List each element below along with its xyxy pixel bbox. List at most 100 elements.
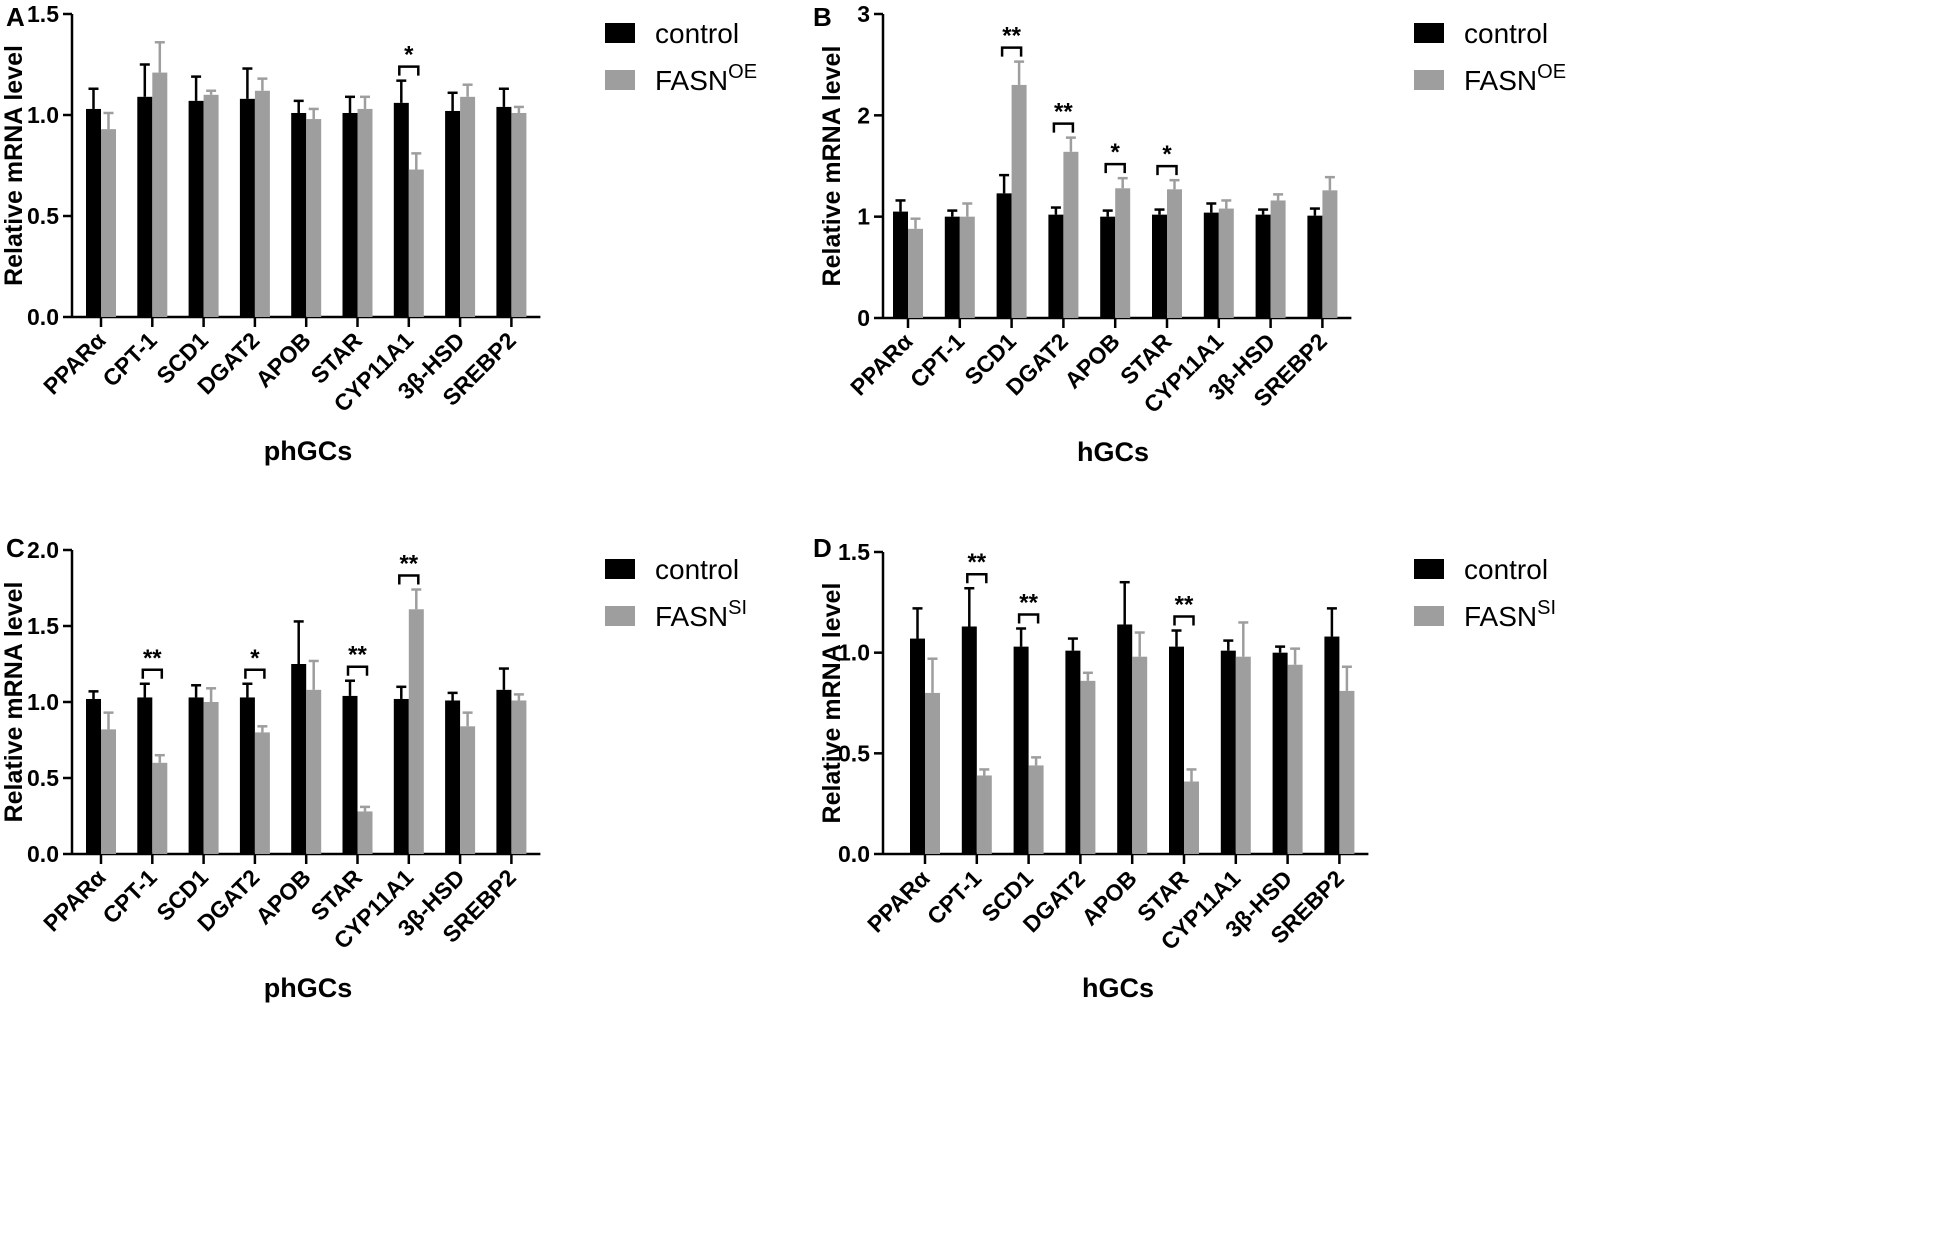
bar-control bbox=[188, 697, 204, 854]
x-tick-label: PPARα bbox=[862, 865, 934, 937]
chart-panel-c: C0.00.51.01.52.0PPARαCPT-1SCD1DGAT2APOBS… bbox=[0, 533, 747, 1003]
bar-treated bbox=[1011, 84, 1027, 318]
legend-label-text: FASN bbox=[1464, 65, 1537, 96]
legend-swatch-control bbox=[1414, 23, 1444, 43]
bar-control bbox=[1100, 216, 1116, 318]
significance-bracket bbox=[1173, 615, 1195, 626]
bar-treated bbox=[511, 700, 527, 854]
legend-label-text: FASN bbox=[655, 601, 728, 632]
legend-label-text: FASN bbox=[655, 65, 728, 96]
legend-swatch-control bbox=[605, 559, 635, 579]
significance-bracket bbox=[141, 668, 164, 679]
legend-label: control bbox=[1464, 18, 1548, 49]
bar-treated bbox=[1235, 656, 1251, 854]
significance-label: ** bbox=[348, 642, 367, 669]
bar-control bbox=[342, 695, 358, 854]
chart-panel-a: A0.00.51.01.5PPARαCPT-1SCD1DGAT2APOBSTAR… bbox=[0, 1, 757, 466]
significance-bracket bbox=[346, 665, 369, 676]
bar-control bbox=[239, 697, 255, 854]
bar-treated bbox=[1132, 656, 1148, 854]
significance-bracket bbox=[1017, 613, 1040, 624]
bar-treated bbox=[1287, 664, 1303, 854]
bar-treated bbox=[460, 726, 476, 854]
significance-label: ** bbox=[1002, 23, 1021, 50]
chart-panel-d: D0.00.51.01.5PPARαCPT-1SCD1DGAT2APOBSTAR… bbox=[813, 533, 1556, 1003]
legend-label-text: control bbox=[655, 554, 739, 585]
bar-control bbox=[961, 626, 977, 854]
bar-control bbox=[1013, 646, 1029, 854]
significance-label: ** bbox=[1019, 590, 1038, 617]
legend-label: control bbox=[1464, 554, 1548, 585]
significance-label: ** bbox=[1054, 99, 1073, 126]
x-tick-label: CPT-1 bbox=[97, 327, 162, 392]
bar-treated bbox=[976, 775, 992, 854]
panel-letter: D bbox=[813, 533, 832, 563]
bar-control bbox=[496, 106, 512, 317]
bar-control bbox=[393, 698, 409, 854]
legend-label-superscript: OE bbox=[728, 61, 757, 83]
x-axis-title: hGCs bbox=[1077, 437, 1149, 467]
bar-treated bbox=[1184, 781, 1199, 854]
significance-label: * bbox=[1111, 139, 1121, 166]
x-tick-label: CPT-1 bbox=[905, 328, 970, 393]
bar-treated bbox=[152, 762, 168, 854]
bar-treated bbox=[1028, 765, 1044, 854]
legend: control FASNSI bbox=[1414, 554, 1556, 632]
bar-control bbox=[393, 102, 409, 317]
y-tick-label: 0.5 bbox=[27, 203, 59, 229]
legend: control FASNSI bbox=[605, 554, 747, 632]
bar-treated bbox=[357, 108, 373, 317]
legend-swatch-treated bbox=[1414, 70, 1444, 90]
legend-swatch-treated bbox=[605, 606, 635, 626]
bar-treated bbox=[152, 72, 168, 317]
panel-letter: A bbox=[6, 2, 25, 32]
bar-control bbox=[239, 98, 255, 317]
y-tick-label: 2.0 bbox=[27, 537, 59, 563]
legend-label-superscript: SI bbox=[728, 597, 747, 619]
legend: control FASNOE bbox=[1414, 18, 1566, 96]
legend-label-text: control bbox=[655, 18, 739, 49]
bar-control bbox=[1203, 212, 1219, 318]
significance-bracket bbox=[1000, 46, 1023, 57]
y-axis-title: Relative mRNA level bbox=[818, 46, 846, 287]
bar-treated bbox=[357, 811, 373, 854]
bar-control bbox=[1324, 636, 1340, 854]
bar-treated bbox=[1115, 188, 1131, 318]
x-tick-label: APOB bbox=[1059, 328, 1124, 393]
y-tick-label: 1.5 bbox=[838, 539, 870, 565]
y-tick-label: 1.5 bbox=[27, 613, 59, 639]
significance-bracket bbox=[1156, 164, 1178, 176]
legend-swatch-treated bbox=[1414, 606, 1444, 626]
bar-treated bbox=[511, 112, 527, 317]
y-tick-label: 0.0 bbox=[838, 841, 870, 867]
y-tick-label: 0.0 bbox=[27, 841, 59, 867]
y-tick-label: 0.5 bbox=[27, 765, 59, 791]
bar-control bbox=[291, 664, 307, 854]
bar-control bbox=[137, 697, 153, 854]
legend-label-text: control bbox=[1464, 554, 1548, 585]
legend-label-superscript: SI bbox=[1537, 597, 1556, 619]
bar-control bbox=[1220, 650, 1236, 854]
bar-control bbox=[445, 110, 461, 318]
x-tick-label: APOB bbox=[1076, 865, 1141, 930]
bar-control bbox=[445, 700, 461, 854]
bar-treated bbox=[254, 732, 270, 854]
bar-treated bbox=[1167, 189, 1182, 318]
significance-bracket bbox=[1104, 162, 1126, 174]
legend-label-text: control bbox=[1464, 18, 1548, 49]
y-tick-label: 1.0 bbox=[27, 102, 59, 128]
bar-treated bbox=[1339, 690, 1355, 854]
x-tick-label: PPARα bbox=[845, 328, 917, 400]
bar-treated bbox=[925, 692, 940, 854]
panel-letter: B bbox=[813, 2, 832, 32]
chart-panel-b: B0123PPARαCPT-1SCD1DGAT2APOBSTARCYP11A13… bbox=[813, 1, 1566, 467]
bar-treated bbox=[1270, 200, 1286, 318]
legend-label: FASNOE bbox=[1464, 61, 1566, 96]
bar-treated bbox=[1080, 680, 1096, 854]
bar-treated bbox=[1322, 190, 1338, 318]
bar-treated bbox=[254, 90, 270, 317]
legend: control FASNOE bbox=[605, 18, 757, 96]
x-tick-label: PPARα bbox=[38, 327, 110, 399]
legend-swatch-treated bbox=[605, 70, 635, 90]
